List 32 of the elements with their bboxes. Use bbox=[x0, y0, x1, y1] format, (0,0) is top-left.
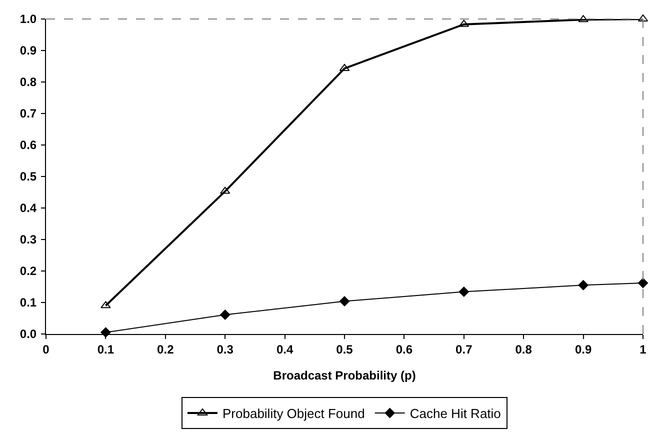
x-tick-label: 0.5 bbox=[336, 342, 354, 356]
x-tick-label: 0.9 bbox=[574, 342, 592, 356]
point bbox=[578, 15, 588, 22]
x-tick-label: 0.3 bbox=[216, 342, 234, 356]
x-tick-label: 0.8 bbox=[515, 342, 532, 356]
y-tick-label: 0.7 bbox=[20, 106, 37, 121]
y-tick-label: 0.0 bbox=[20, 327, 37, 342]
x-tick-label: 0.6 bbox=[396, 342, 413, 356]
y-tick-label: 0.5 bbox=[20, 170, 37, 184]
x-tick-label: 0.1 bbox=[97, 342, 114, 356]
point bbox=[578, 280, 588, 290]
x-tick-label: 0.7 bbox=[456, 342, 473, 356]
y-tick-label: 0.1 bbox=[20, 296, 37, 310]
y-tick-label: 0.2 bbox=[20, 264, 37, 278]
x-tick-label: 0.2 bbox=[157, 342, 174, 356]
x-axis-title: Broadcast Probability (p) bbox=[273, 368, 416, 382]
point bbox=[458, 286, 469, 297]
legend-label: Probability Object Found bbox=[222, 406, 365, 422]
point bbox=[100, 301, 111, 308]
point bbox=[339, 296, 350, 306]
y-tick-label: 1.0 bbox=[20, 12, 37, 26]
point bbox=[220, 310, 230, 320]
legend-label: Cache Hit Ratio bbox=[410, 406, 501, 422]
y-tick-label: 0.6 bbox=[20, 138, 37, 152]
y-tick-label: 0.3 bbox=[20, 232, 37, 247]
x-tick-label: 0 bbox=[42, 342, 50, 356]
x-tick-label: 1 bbox=[640, 342, 647, 356]
y-tick-label: 0.8 bbox=[20, 75, 37, 90]
y-tick-label: 0.9 bbox=[20, 44, 37, 58]
x-tick-label: 0.4 bbox=[276, 342, 294, 356]
y-tick-label: 0.4 bbox=[20, 201, 37, 216]
point bbox=[638, 278, 648, 288]
